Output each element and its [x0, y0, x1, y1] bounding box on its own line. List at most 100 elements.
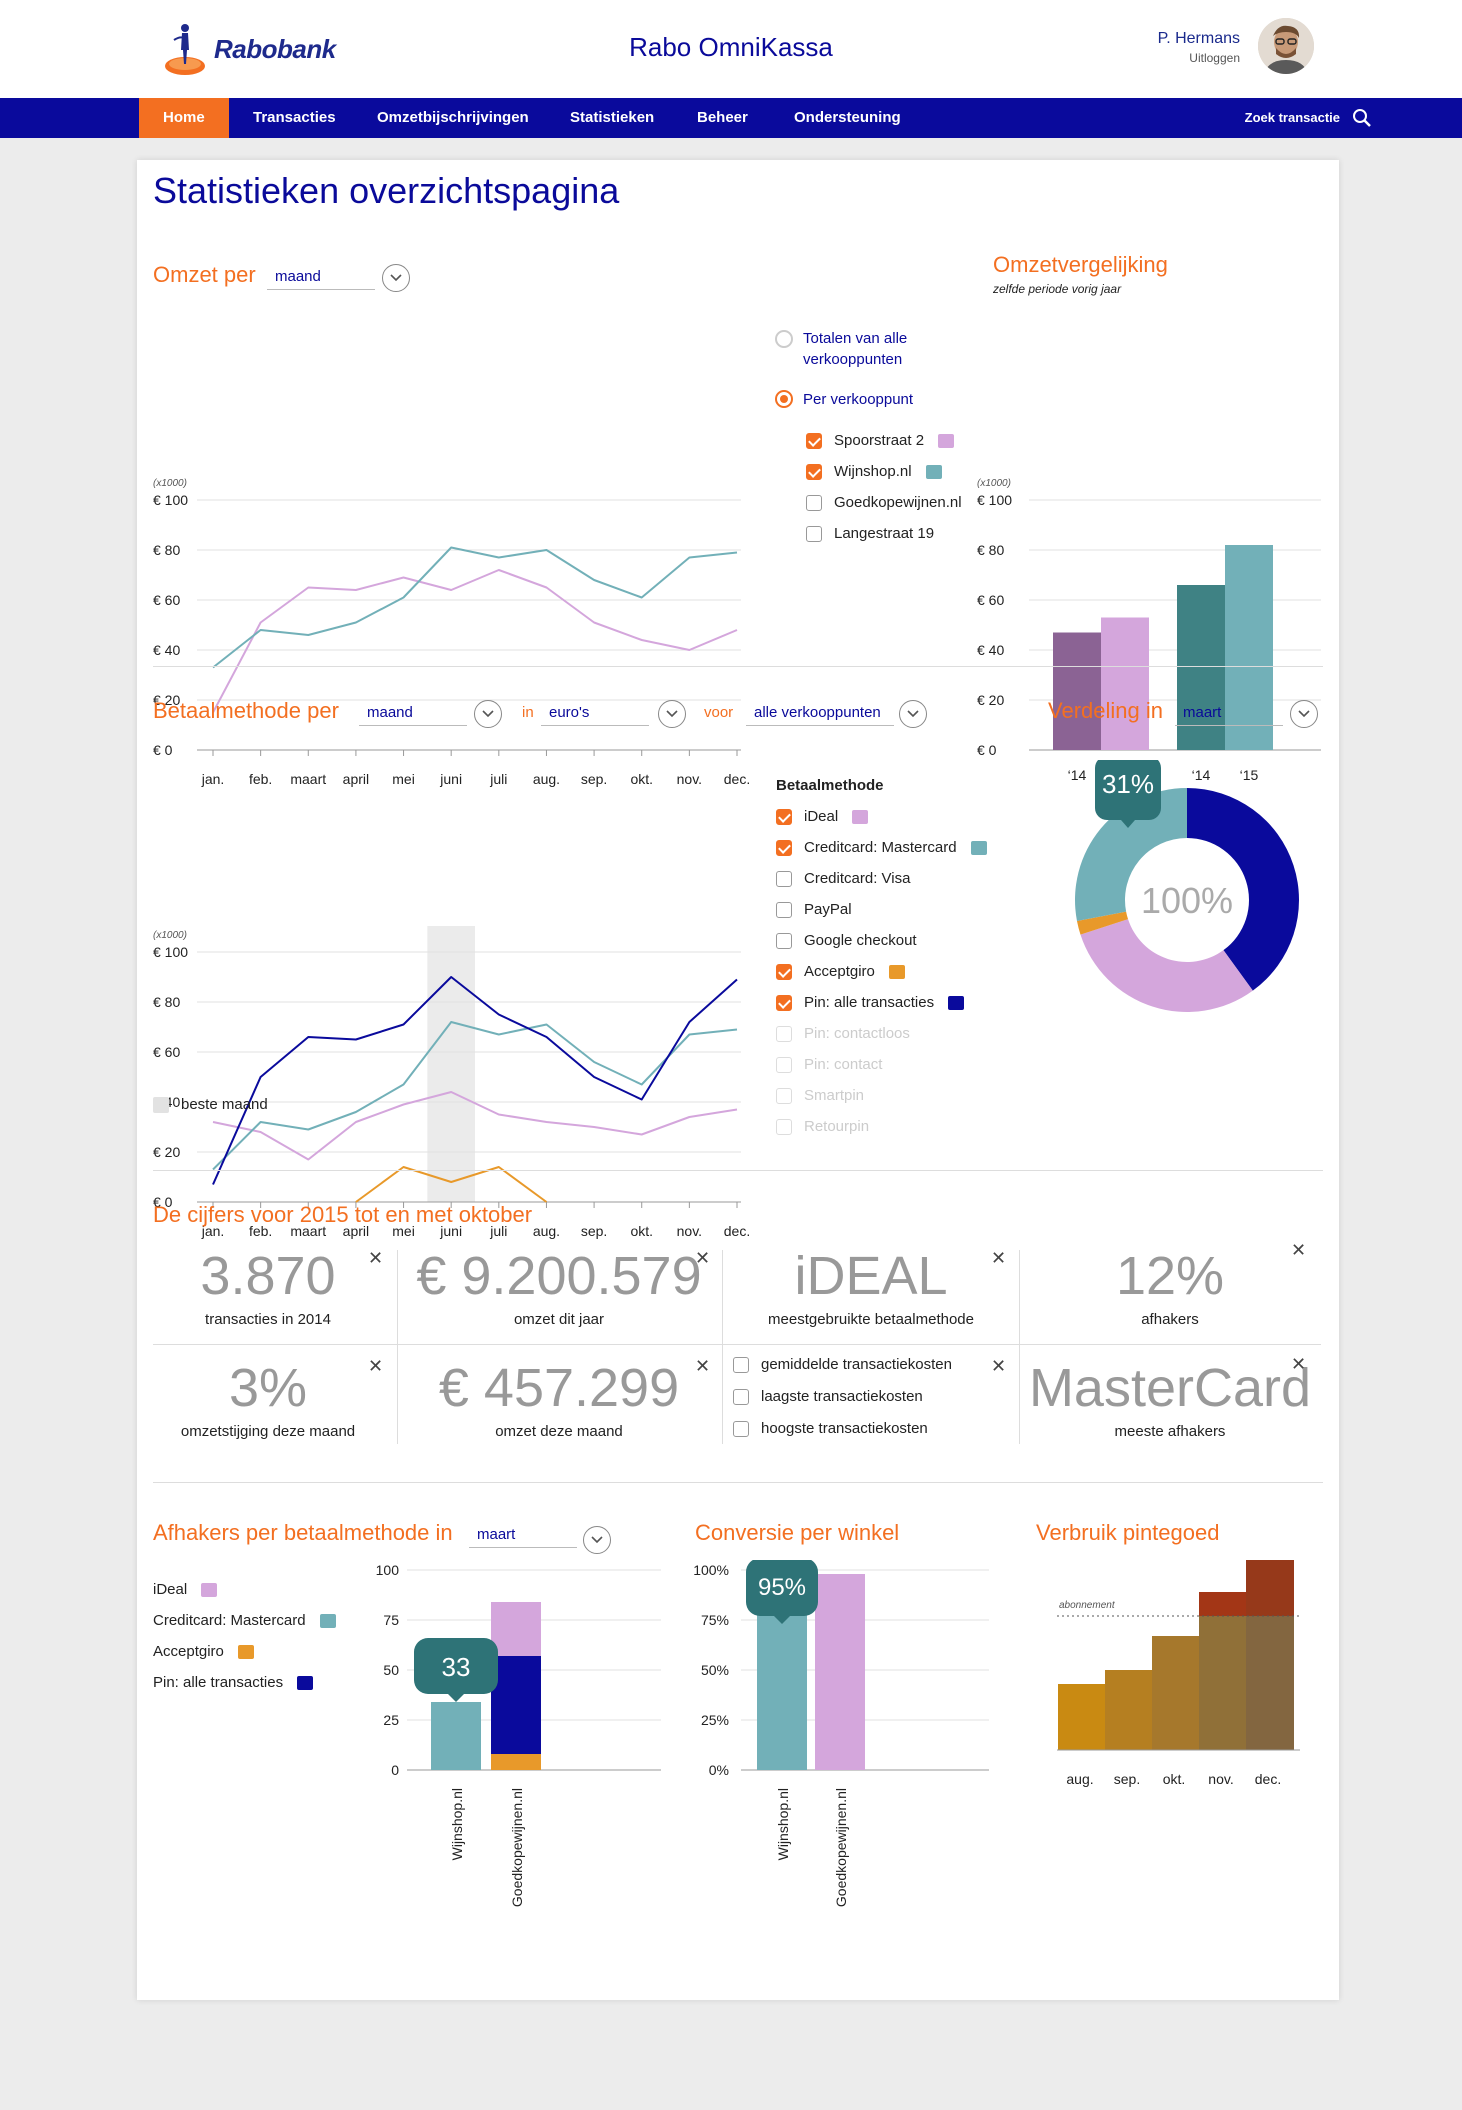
radio-per-verkooppunt[interactable]: Per verkooppunt: [775, 390, 913, 408]
rabobank-logo[interactable]: Rabobank: [162, 20, 336, 78]
payment-method-option[interactable]: Creditcard: Mastercard: [776, 839, 987, 856]
checkbox[interactable]: [776, 808, 792, 825]
payment-method-label: Retourpin: [804, 1118, 870, 1135]
x-tick-label: aug.: [533, 771, 560, 787]
betaal-period-dropdown[interactable]: maand: [359, 700, 467, 726]
close-icon[interactable]: ✕: [695, 1248, 711, 1268]
close-icon[interactable]: ✕: [1291, 1240, 1307, 1260]
payment-method-option[interactable]: Creditcard: Visa: [776, 870, 910, 887]
checkbox[interactable]: [776, 839, 792, 856]
payment-method-option[interactable]: Acceptgiro: [776, 963, 905, 980]
checkbox[interactable]: [776, 932, 792, 949]
x-tick-label: aug.: [1066, 1771, 1093, 1787]
checkbox-label: Wijnshop.nl: [834, 463, 912, 480]
kpi-afhakers: 12% afhakers: [1027, 1245, 1313, 1328]
x-tick-label: dec.: [724, 1223, 750, 1239]
payment-method-option[interactable]: Smartpin: [776, 1087, 864, 1104]
series-color-swatch: [319, 1613, 336, 1628]
afhakers-month-dropdown[interactable]: maart: [469, 1522, 577, 1548]
option-label: gemiddelde transactiekosten: [761, 1356, 952, 1373]
checkbox[interactable]: [776, 1087, 792, 1104]
betaal-scope-dropdown[interactable]: alle verkooppunten: [746, 700, 894, 726]
chevron-down-icon: [907, 710, 919, 718]
radio-totalen-control[interactable]: [775, 330, 793, 348]
payment-method-option[interactable]: Retourpin: [776, 1118, 869, 1135]
close-icon[interactable]: ✕: [1291, 1354, 1307, 1374]
close-icon[interactable]: ✕: [695, 1356, 711, 1376]
betaal-period-dropdown-button[interactable]: [474, 700, 502, 728]
checkbox[interactable]: [776, 1118, 792, 1135]
checkbox-label: Goedkopewijnen.nl: [834, 494, 962, 511]
nav-item-omzetbijschrijvingen[interactable]: Omzetbijschrijvingen: [377, 109, 529, 126]
checkbox[interactable]: [776, 870, 792, 887]
kpi-label: meeste afhakers: [1114, 1423, 1226, 1440]
payment-method-label: Pin: contact: [804, 1056, 883, 1073]
option-hoogste[interactable]: hoogste transactiekosten: [733, 1420, 928, 1437]
checkbox[interactable]: [776, 1025, 792, 1042]
avatar[interactable]: [1258, 18, 1314, 74]
payment-method-option[interactable]: Pin: contactloos: [776, 1025, 910, 1042]
pintegoed-bar-chart: aug. sep. okt. nov. dec. abonnement: [1057, 1560, 1300, 1787]
checkbox[interactable]: [733, 1356, 749, 1373]
checkbox[interactable]: [733, 1388, 749, 1405]
close-icon[interactable]: ✕: [991, 1248, 1007, 1268]
omzet-period-dropdown[interactable]: maand: [267, 264, 375, 290]
radio-per-verkooppunt-control[interactable]: [775, 390, 793, 408]
search-transaction[interactable]: Zoek transactie: [1245, 98, 1372, 138]
threshold-label: abonnement: [1059, 1600, 1116, 1611]
payment-method-label: Smartpin: [804, 1087, 865, 1104]
checkbox-option[interactable]: Goedkopewijnen.nl: [806, 494, 962, 511]
nav-item-statistieken[interactable]: Statistieken: [570, 109, 655, 126]
nav-item-transacties[interactable]: Transacties: [253, 109, 336, 126]
checkbox[interactable]: [733, 1420, 749, 1437]
betaal-unit-dropdown[interactable]: euro's: [541, 700, 649, 726]
checkbox-option[interactable]: Wijnshop.nl: [806, 463, 942, 480]
payment-method-option[interactable]: Google checkout: [776, 932, 917, 949]
bar: [1199, 1616, 1247, 1750]
verdeling-month-dropdown-button[interactable]: [1290, 700, 1318, 728]
close-icon[interactable]: ✕: [368, 1356, 384, 1376]
kpi-omzetstijging: 3% omzetstijging deze maand: [153, 1357, 383, 1440]
payment-method-label: iDeal: [804, 808, 839, 825]
omzet-period-dropdown-button[interactable]: [382, 264, 410, 292]
payment-method-option[interactable]: Pin: alle transacties: [776, 994, 965, 1011]
search-label[interactable]: Zoek transactie: [1244, 110, 1340, 125]
checkbox-option[interactable]: Spoorstraat 2: [806, 432, 955, 449]
afhakers-month-dropdown-button[interactable]: [583, 1526, 611, 1554]
checkbox-option[interactable]: Langestraat 19: [806, 525, 934, 542]
series-color-swatch: [852, 809, 869, 824]
radio-totalen-label: Totalen van alle verkooppunten: [803, 330, 908, 368]
search-icon[interactable]: [1352, 108, 1372, 128]
y-tick-label: € 20: [153, 692, 180, 708]
checkbox[interactable]: [776, 963, 792, 980]
checkbox[interactable]: [776, 994, 792, 1011]
nav-item-ondersteuning[interactable]: Ondersteuning: [794, 109, 901, 126]
payment-method-option[interactable]: Pin: contact: [776, 1056, 882, 1073]
vergelijking-subtitle: zelfde periode vorig jaar: [993, 282, 1122, 296]
nav-item-home[interactable]: Home: [139, 98, 229, 138]
checkbox[interactable]: [806, 525, 822, 542]
payment-method-option[interactable]: PayPal: [776, 901, 852, 918]
betaal-unit-dropdown-button[interactable]: [658, 700, 686, 728]
radio-per-verkooppunt-label: Per verkooppunt: [803, 390, 914, 408]
close-icon[interactable]: ✕: [991, 1356, 1007, 1376]
radio-totalen[interactable]: Totalen van alle verkooppunten: [775, 328, 923, 370]
logout-link[interactable]: Uitloggen: [1189, 51, 1240, 65]
nav-item-beheer[interactable]: Beheer: [697, 109, 748, 126]
option-laagste[interactable]: laagste transactiekosten: [733, 1388, 923, 1405]
checkbox[interactable]: [806, 463, 822, 480]
user-name: P. Hermans: [1157, 30, 1240, 47]
verdeling-month-dropdown[interactable]: maart: [1175, 700, 1283, 726]
bar-over-threshold: [1246, 1560, 1294, 1616]
checkbox[interactable]: [806, 494, 822, 511]
checkbox[interactable]: [776, 1056, 792, 1073]
option-gemiddelde[interactable]: gemiddelde transactiekosten: [733, 1356, 952, 1373]
betaal-scope-dropdown-button[interactable]: [899, 700, 927, 728]
checkbox[interactable]: [776, 901, 792, 918]
payment-method-option[interactable]: iDeal: [776, 808, 869, 825]
x-tick-label: maart: [290, 1223, 326, 1239]
legend-label: Creditcard: Mastercard: [153, 1612, 306, 1629]
legend-best-month: beste maand: [153, 1096, 268, 1113]
checkbox[interactable]: [806, 432, 822, 449]
close-icon[interactable]: ✕: [368, 1248, 384, 1268]
